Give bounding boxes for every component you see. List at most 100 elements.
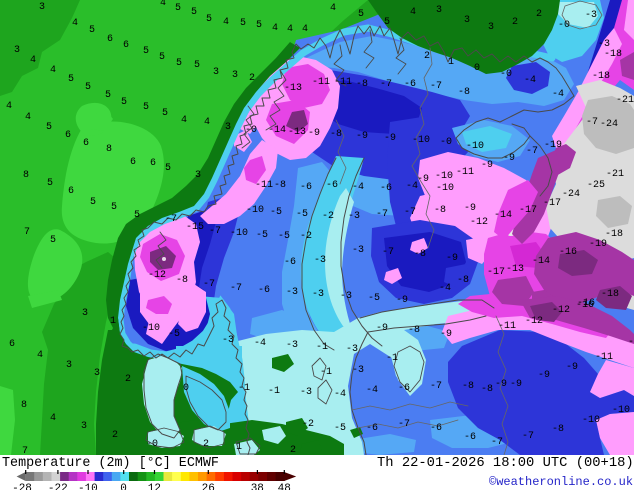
svg-text:-3: -3 xyxy=(346,344,358,355)
svg-text:-14: -14 xyxy=(494,210,512,221)
svg-text:-4: -4 xyxy=(366,385,378,396)
svg-text:-7: -7 xyxy=(491,437,503,448)
svg-text:2: 2 xyxy=(249,73,255,84)
svg-text:5: 5 xyxy=(176,58,182,69)
svg-text:-3: -3 xyxy=(598,39,610,50)
svg-text:-18: -18 xyxy=(605,229,623,240)
svg-text:-12: -12 xyxy=(148,270,166,281)
svg-text:8: 8 xyxy=(23,170,29,181)
svg-text:6: 6 xyxy=(9,339,15,350)
svg-text:4: 4 xyxy=(50,65,56,76)
svg-text:0: 0 xyxy=(183,383,189,394)
svg-text:5: 5 xyxy=(206,14,212,25)
svg-text:-3: -3 xyxy=(348,211,360,222)
svg-text:12: 12 xyxy=(148,483,161,490)
svg-text:-6: -6 xyxy=(380,183,392,194)
svg-text:-10: -10 xyxy=(436,183,454,194)
svg-text:3: 3 xyxy=(436,5,442,16)
svg-text:-8: -8 xyxy=(462,381,474,392)
svg-text:7: 7 xyxy=(22,446,28,455)
svg-text:-9: -9 xyxy=(481,160,493,171)
svg-text:-9: -9 xyxy=(566,362,578,373)
svg-text:-7: -7 xyxy=(203,279,215,290)
svg-text:4: 4 xyxy=(302,24,308,35)
svg-text:-3: -3 xyxy=(314,255,326,266)
svg-text:5: 5 xyxy=(47,178,53,189)
svg-text:-4: -4 xyxy=(254,338,266,349)
svg-text:-25: -25 xyxy=(587,180,605,191)
svg-text:-7: -7 xyxy=(404,207,416,218)
svg-text:-10: -10 xyxy=(466,141,484,152)
svg-text:38: 38 xyxy=(251,483,264,490)
svg-text:-9: -9 xyxy=(396,295,408,306)
svg-text:-10: -10 xyxy=(612,405,630,416)
svg-text:-13: -13 xyxy=(506,264,524,275)
svg-text:-9: -9 xyxy=(384,133,396,144)
svg-text:5: 5 xyxy=(90,197,96,208)
svg-text:-18: -18 xyxy=(601,289,619,300)
svg-text:5: 5 xyxy=(46,122,52,133)
svg-text:-6: -6 xyxy=(464,432,476,443)
svg-text:6: 6 xyxy=(65,130,71,141)
svg-text:3: 3 xyxy=(488,22,494,33)
svg-text:-22: -22 xyxy=(48,483,68,490)
svg-text:48: 48 xyxy=(278,483,291,490)
svg-text:-3: -3 xyxy=(352,365,364,376)
svg-text:-8: -8 xyxy=(457,275,469,286)
svg-text:-4: -4 xyxy=(334,389,346,400)
svg-text:-16: -16 xyxy=(576,300,594,311)
svg-text:2: 2 xyxy=(536,9,542,20)
svg-text:-5: -5 xyxy=(368,293,380,304)
svg-text:5: 5 xyxy=(111,202,117,213)
svg-text:1: 1 xyxy=(448,57,454,68)
svg-text:-17: -17 xyxy=(487,267,505,278)
svg-text:-8: -8 xyxy=(458,87,470,98)
svg-text:-4: -4 xyxy=(406,181,418,192)
svg-text:-7: -7 xyxy=(522,431,534,442)
svg-text:-7: -7 xyxy=(586,117,598,128)
svg-text:-9: -9 xyxy=(538,370,550,381)
svg-text:6: 6 xyxy=(150,158,156,169)
svg-text:-9: -9 xyxy=(417,174,429,185)
svg-text:-9: -9 xyxy=(446,253,458,264)
svg-text:-10: -10 xyxy=(142,323,160,334)
svg-text:-15: -15 xyxy=(186,222,204,233)
svg-text:-3: -3 xyxy=(286,340,298,351)
svg-text:5: 5 xyxy=(175,3,181,14)
svg-text:-6: -6 xyxy=(326,180,338,191)
svg-text:8: 8 xyxy=(106,144,112,155)
svg-text:-24: -24 xyxy=(562,189,580,200)
svg-text:-13: -13 xyxy=(288,127,306,138)
svg-text:-21: -21 xyxy=(616,95,634,106)
svg-text:4: 4 xyxy=(410,7,416,18)
svg-text:-6: -6 xyxy=(398,383,410,394)
svg-text:5: 5 xyxy=(105,90,111,101)
svg-text:-3: -3 xyxy=(340,291,352,302)
svg-text:-24: -24 xyxy=(600,119,618,130)
svg-text:-16: -16 xyxy=(559,247,577,258)
svg-text:-1: -1 xyxy=(628,337,634,348)
svg-text:4: 4 xyxy=(37,350,43,361)
svg-text:-4: -4 xyxy=(552,89,564,100)
svg-text:5: 5 xyxy=(121,97,127,108)
svg-text:5: 5 xyxy=(89,25,95,36)
svg-text:4: 4 xyxy=(181,115,187,126)
svg-text:-9: -9 xyxy=(503,153,515,164)
svg-text:-7: -7 xyxy=(380,79,392,90)
svg-text:-9: -9 xyxy=(464,203,476,214)
svg-text:-7: -7 xyxy=(430,81,442,92)
svg-text:-5: -5 xyxy=(278,231,290,242)
svg-text:-11: -11 xyxy=(595,352,613,363)
svg-text:-10: -10 xyxy=(246,205,264,216)
svg-text:1: 1 xyxy=(236,442,242,453)
svg-text:-3: -3 xyxy=(300,387,312,398)
svg-text:-8: -8 xyxy=(176,275,188,286)
svg-text:-0: -0 xyxy=(440,137,452,148)
svg-text:-17: -17 xyxy=(543,198,561,209)
svg-text:3: 3 xyxy=(195,170,201,181)
svg-text:-3: -3 xyxy=(352,245,364,256)
svg-text:-8: -8 xyxy=(434,205,446,216)
svg-text:-11: -11 xyxy=(456,167,474,178)
svg-text:3: 3 xyxy=(225,122,231,133)
svg-text:-0: -0 xyxy=(558,20,570,31)
